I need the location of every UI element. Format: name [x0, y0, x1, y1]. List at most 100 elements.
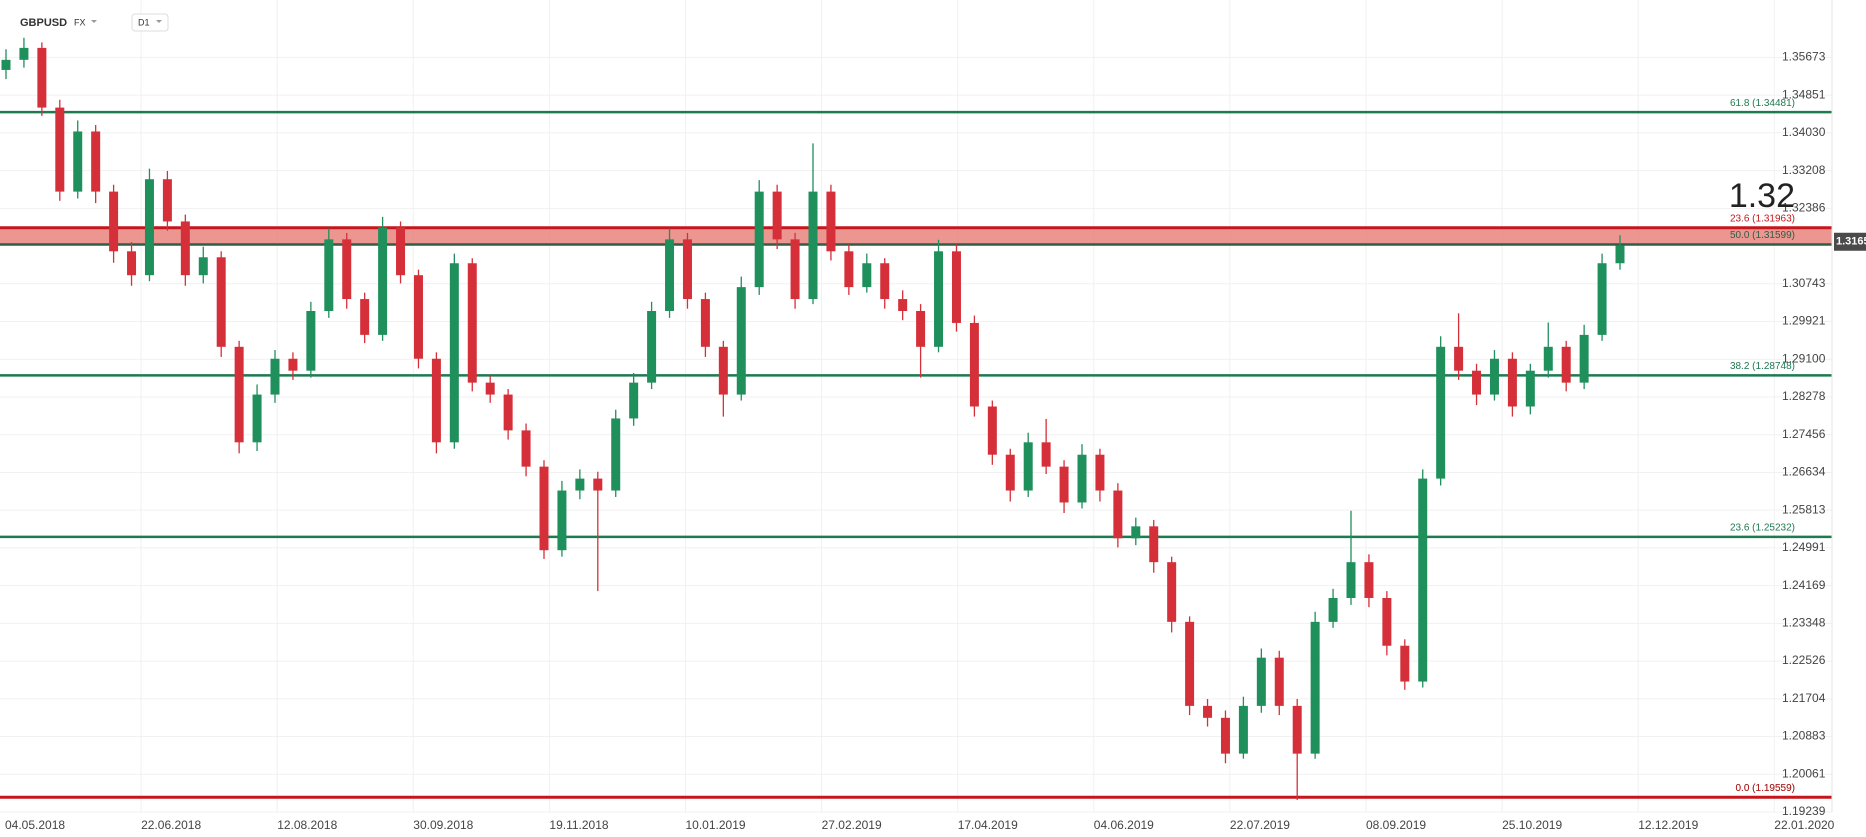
- candle-body: [647, 310, 657, 383]
- y-tick-label: 1.35673: [1782, 50, 1826, 64]
- candle-body: [19, 47, 29, 60]
- fib-label: 0.0 (1.19559): [1736, 783, 1796, 794]
- candle-body: [288, 358, 298, 371]
- y-tick-label: 1.30743: [1782, 276, 1826, 290]
- x-tick-label: 30.09.2018: [413, 818, 473, 832]
- candle-body: [252, 394, 262, 443]
- y-tick-label: 1.28278: [1782, 389, 1826, 403]
- y-tick-label: 1.29100: [1782, 351, 1826, 365]
- candle-body: [1436, 346, 1446, 479]
- y-tick-label: 1.29921: [1782, 314, 1826, 328]
- candle-body: [91, 131, 101, 192]
- candle-body: [808, 191, 818, 300]
- candle-body: [306, 310, 316, 371]
- grid: [0, 0, 1832, 813]
- fib-label: 23.6 (1.31963): [1730, 213, 1795, 224]
- candle-body: [234, 346, 244, 443]
- headline: 1.32: [1729, 177, 1795, 215]
- candle-body: [665, 239, 675, 311]
- y-tick-label: 1.21704: [1782, 691, 1826, 705]
- price-tag-label: 1.31658: [1836, 236, 1866, 248]
- candle-body: [521, 430, 531, 467]
- candle-body: [413, 275, 423, 359]
- y-tick-label: 1.27456: [1782, 427, 1826, 441]
- candle-body: [1095, 454, 1105, 491]
- y-tick-label: 1.26634: [1782, 465, 1826, 479]
- candle-body: [1113, 490, 1123, 539]
- y-tick-label: 1.32386: [1782, 200, 1826, 214]
- x-tick-label: 25.10.2019: [1502, 818, 1562, 832]
- candle-body: [557, 490, 567, 551]
- candle-body: [1615, 245, 1625, 264]
- labels: 1.35673 1.34851 1.34030 1.33208 1.32386 1.307…: [5, 50, 1866, 832]
- candle-body: [844, 251, 854, 288]
- candle-body: [1400, 645, 1410, 682]
- candle-body: [1454, 346, 1464, 371]
- candle-body: [916, 310, 926, 347]
- candle-body: [396, 227, 406, 276]
- candle-body: [198, 257, 208, 276]
- candle-body: [342, 239, 352, 300]
- x-tick-label: 04.05.2018: [5, 818, 65, 832]
- candle-body: [772, 191, 782, 240]
- candle-body: [1489, 358, 1499, 395]
- candle-body: [1149, 526, 1159, 563]
- candle-body: [1077, 454, 1087, 503]
- candle-body: [109, 191, 119, 252]
- y-tick-label: 1.24169: [1782, 578, 1826, 592]
- y-tick-label: 1.34851: [1782, 87, 1826, 101]
- y-tick-label: 1.25813: [1782, 502, 1826, 516]
- candle-body: [270, 358, 280, 395]
- market[interactable]: FX: [74, 17, 86, 27]
- candle-body: [378, 227, 388, 335]
- y-tick-label: 1.20061: [1782, 766, 1826, 780]
- candle-body: [1059, 466, 1069, 503]
- symbol[interactable]: GBPUSD: [20, 17, 67, 29]
- x-tick-label: 27.02.2019: [822, 818, 882, 832]
- y-tick-label: 1.20883: [1782, 729, 1826, 743]
- candle-body: [700, 299, 710, 347]
- fib-label: 0.0 (1.19559): [1736, 783, 1796, 794]
- timeframe-box[interactable]: [131, 13, 169, 32]
- levels: [0, 110, 1832, 799]
- y-tick-label: 1.24991: [1782, 540, 1826, 554]
- candle-body: [127, 251, 137, 276]
- candle-body: [1203, 705, 1213, 718]
- x-tick-label: 22.07.2019: [1230, 818, 1290, 832]
- timeframe[interactable]: D1: [138, 17, 150, 27]
- candle-body: [1382, 597, 1392, 646]
- candle-body: [898, 299, 908, 311]
- candle-body: [539, 466, 549, 551]
- candle-body: [1418, 478, 1428, 682]
- candle-body: [593, 478, 603, 491]
- candle-body: [1328, 597, 1338, 622]
- candles: [1, 37, 1625, 801]
- dropdown-icon[interactable]: [156, 20, 162, 23]
- candle-body: [1167, 562, 1177, 622]
- candle-body: [1238, 705, 1248, 754]
- candle-body: [1131, 526, 1141, 539]
- x-tick-label: 04.06.2019: [1094, 818, 1154, 832]
- candle-body: [360, 299, 370, 335]
- candle-body: [1507, 358, 1517, 407]
- candle-body: [1256, 657, 1266, 706]
- candle-body: [682, 239, 692, 300]
- candle-body: [73, 131, 83, 192]
- candle-body: [1579, 334, 1589, 383]
- candle-body: [503, 394, 513, 431]
- y-tick-label: 1.19239: [1782, 804, 1826, 818]
- candle-body: [826, 191, 836, 252]
- candle-body: [324, 239, 334, 311]
- candle-body: [969, 322, 979, 407]
- candle-body: [37, 47, 47, 108]
- fib-label: 50.0 (1.31599): [1730, 230, 1795, 241]
- candle-body: [1023, 442, 1033, 491]
- candle-body: [467, 263, 477, 383]
- candle-body: [575, 478, 585, 491]
- fib-label: 38.2 (1.28748): [1730, 361, 1795, 372]
- x-tick-label: 19.11.2018: [549, 818, 608, 832]
- dropdown-icon[interactable]: [91, 20, 97, 23]
- candle-body: [754, 191, 764, 288]
- y-tick-label: 1.33208: [1782, 163, 1826, 177]
- candle-body: [611, 418, 621, 491]
